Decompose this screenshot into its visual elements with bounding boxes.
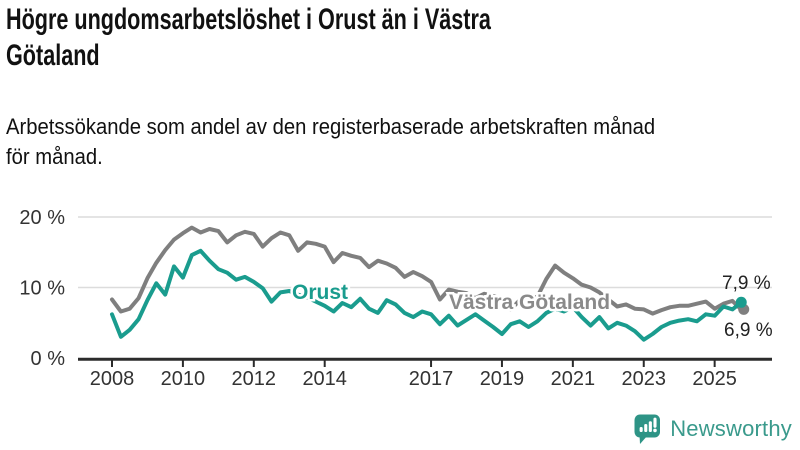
orust-line: [110, 248, 744, 342]
x-axis-label-2010: 2010: [161, 368, 206, 390]
newsworthy-logo-icon: [634, 414, 661, 444]
end-value-label-orust: 7,9 %: [722, 273, 771, 294]
x-axis-label-2014: 2014: [302, 368, 347, 390]
x-axis-label-2021: 2021: [551, 368, 596, 390]
newsworthy-logo[interactable]: Newsworthy: [633, 413, 792, 445]
chart-subtitle-line1: Arbetssökande som andel av den registerb…: [6, 114, 656, 139]
y-axis-label-10: 10 %: [19, 278, 65, 300]
unemployment-line-chart: 0 % 10 % 20 % 2008 2010 2012 2014 2017 2019 2021 2…: [19, 207, 773, 390]
chart-title-line2: Götaland: [6, 39, 100, 72]
orust-end-dot: [735, 296, 747, 308]
newsworthy-logo-text: Newsworthy: [670, 416, 792, 441]
x-axis-label-2019: 2019: [480, 368, 525, 390]
v-stra-g-taland-line: [110, 225, 744, 316]
chart-title: Högre ungdomsarbetslöshet i Orust än i V…: [6, 2, 510, 74]
x-axis-label-2023: 2023: [622, 368, 667, 390]
chart-subtitle: Arbetssökande som andel av den registerb…: [6, 112, 724, 172]
series-label-v-stra-g-taland: Västra Götaland: [449, 291, 610, 314]
x-axis-label-2025: 2025: [692, 368, 737, 390]
series-label-orust: Orust: [292, 281, 348, 304]
chart-title-line1: Högre ungdomsarbetslöshet i Orust än i V…: [6, 3, 491, 36]
chart-subtitle-line2: för månad.: [6, 144, 103, 169]
x-axis-label-2012: 2012: [232, 368, 277, 390]
y-axis-label-0: 0 %: [31, 348, 66, 370]
y-axis-label-20: 20 %: [19, 207, 65, 229]
end-value-label-v-stra-g-taland: 6,9 %: [724, 320, 773, 341]
x-axis-label-2008: 2008: [90, 368, 135, 390]
x-axis-label-2017: 2017: [409, 368, 454, 390]
